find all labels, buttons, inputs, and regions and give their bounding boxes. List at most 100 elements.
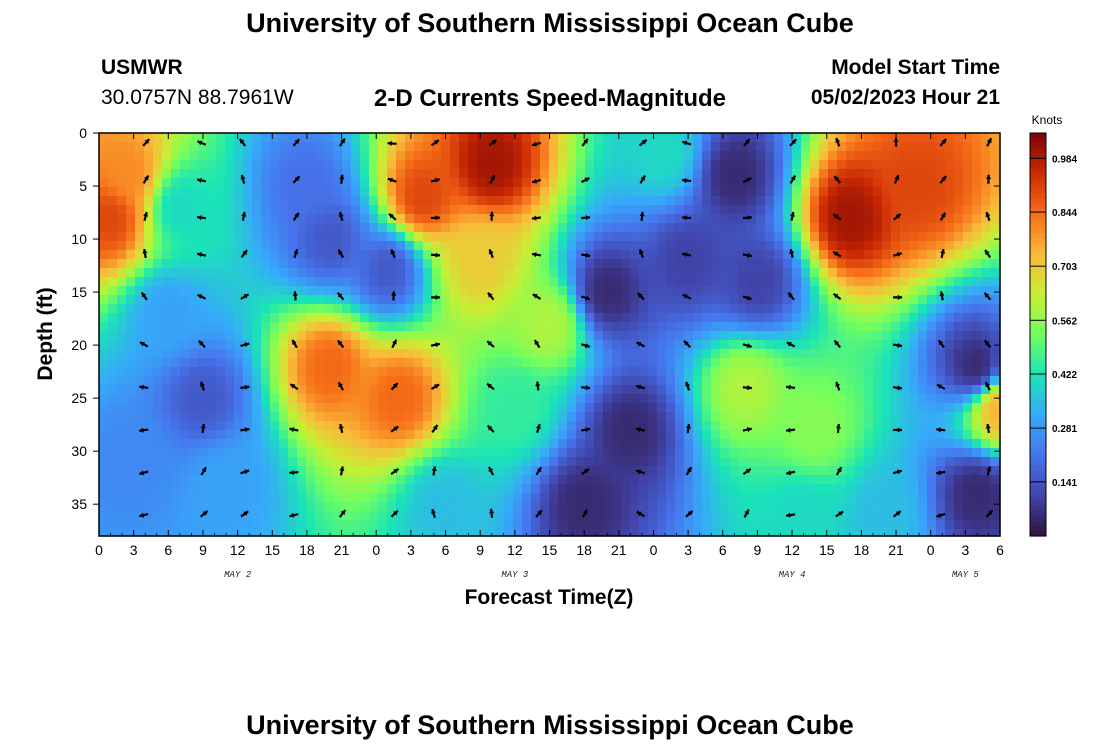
heatmap-cell bbox=[774, 151, 784, 161]
heatmap-cell bbox=[819, 493, 829, 503]
heatmap-cell bbox=[333, 304, 343, 314]
heatmap-cell bbox=[297, 232, 307, 242]
x-tick-label: 15 bbox=[819, 542, 835, 558]
heatmap-cell bbox=[540, 466, 550, 476]
heatmap-cell bbox=[864, 232, 874, 242]
heatmap-cell bbox=[828, 160, 838, 170]
heatmap-cell bbox=[621, 160, 631, 170]
heatmap-cell bbox=[549, 160, 559, 170]
heatmap-cell bbox=[459, 493, 469, 503]
heatmap-cell bbox=[297, 421, 307, 431]
heatmap-cell bbox=[864, 376, 874, 386]
heatmap-cell bbox=[513, 394, 523, 404]
heatmap-cell bbox=[261, 214, 271, 224]
heatmap-cell bbox=[792, 358, 802, 368]
heatmap-cell bbox=[918, 412, 928, 422]
heatmap-cell bbox=[981, 376, 991, 386]
heatmap-cell bbox=[270, 403, 280, 413]
heatmap-cell bbox=[288, 457, 298, 467]
heatmap-cell bbox=[747, 160, 757, 170]
heatmap-cell bbox=[135, 160, 145, 170]
heatmap-cell bbox=[252, 385, 262, 395]
heatmap-cell bbox=[288, 268, 298, 278]
heatmap-cell bbox=[144, 322, 154, 332]
heatmap-cell bbox=[162, 313, 172, 323]
heatmap-cell bbox=[549, 151, 559, 161]
heatmap-cell bbox=[639, 151, 649, 161]
heatmap-cell bbox=[945, 151, 955, 161]
heatmap-cell bbox=[567, 295, 577, 305]
current-arrow bbox=[580, 343, 591, 349]
heatmap-cell bbox=[783, 277, 793, 287]
heatmap-cell bbox=[486, 394, 496, 404]
heatmap-cell bbox=[369, 250, 379, 260]
heatmap-cell bbox=[729, 376, 739, 386]
heatmap-cell bbox=[468, 439, 478, 449]
heatmap-cell bbox=[279, 439, 289, 449]
heatmap-cell bbox=[144, 295, 154, 305]
current-arrow bbox=[240, 174, 246, 184]
heatmap-cell bbox=[792, 295, 802, 305]
heatmap-cell bbox=[630, 250, 640, 260]
heatmap-cell bbox=[846, 286, 856, 296]
heatmap-cell bbox=[99, 340, 109, 350]
heatmap-cell bbox=[702, 493, 712, 503]
heatmap-cell bbox=[126, 232, 136, 242]
heatmap-cell bbox=[171, 331, 181, 341]
colorbar-segment bbox=[1030, 379, 1046, 386]
heatmap-cell bbox=[315, 511, 325, 521]
heatmap-cell bbox=[711, 142, 721, 152]
heatmap-cell bbox=[162, 250, 172, 260]
heatmap-cell bbox=[171, 304, 181, 314]
heatmap-cell bbox=[648, 466, 658, 476]
heatmap-cell bbox=[288, 439, 298, 449]
heatmap-cell bbox=[981, 214, 991, 224]
heatmap-cell bbox=[621, 250, 631, 260]
heatmap-cell bbox=[414, 241, 424, 251]
heatmap-cell bbox=[693, 304, 703, 314]
heatmap-cell bbox=[810, 412, 820, 422]
heatmap-cell bbox=[981, 430, 991, 440]
heatmap-cell bbox=[963, 178, 973, 188]
heatmap-cell bbox=[396, 151, 406, 161]
heatmap-cell bbox=[270, 421, 280, 431]
heatmap-cell bbox=[198, 178, 208, 188]
heatmap-cell bbox=[837, 142, 847, 152]
heatmap-cell bbox=[351, 412, 361, 422]
heatmap-cell bbox=[270, 232, 280, 242]
heatmap-cell bbox=[558, 448, 568, 458]
heatmap-cell bbox=[441, 484, 451, 494]
heatmap-cell bbox=[207, 286, 217, 296]
heatmap-cell bbox=[909, 493, 919, 503]
heatmap-cell bbox=[738, 457, 748, 467]
heatmap-cell bbox=[846, 412, 856, 422]
heatmap-cell bbox=[819, 169, 829, 179]
heatmap-cell bbox=[666, 250, 676, 260]
heatmap-cell bbox=[378, 268, 388, 278]
heatmap-cell bbox=[792, 475, 802, 485]
heatmap-cell bbox=[216, 502, 226, 512]
heatmap-cell bbox=[144, 133, 154, 143]
heatmap-cell bbox=[117, 196, 127, 206]
heatmap-cell bbox=[621, 358, 631, 368]
heatmap-cell bbox=[711, 448, 721, 458]
heatmap-cell bbox=[972, 187, 982, 197]
heatmap-cell bbox=[333, 421, 343, 431]
current-arrow bbox=[240, 293, 250, 300]
heatmap-cell bbox=[720, 412, 730, 422]
heatmap-cell bbox=[684, 457, 694, 467]
heatmap-cell bbox=[378, 457, 388, 467]
heatmap-cell bbox=[603, 313, 613, 323]
heatmap-cell bbox=[162, 385, 172, 395]
heatmap-cell bbox=[207, 241, 217, 251]
current-arrow bbox=[197, 140, 207, 146]
heatmap-cell bbox=[261, 340, 271, 350]
heatmap-cell bbox=[846, 358, 856, 368]
heatmap-cell bbox=[207, 151, 217, 161]
heatmap-cell bbox=[558, 349, 568, 359]
heatmap-cell bbox=[351, 142, 361, 152]
heatmap-cell bbox=[774, 160, 784, 170]
heatmap-cell bbox=[729, 385, 739, 395]
heatmap-cell bbox=[513, 448, 523, 458]
heatmap-cell bbox=[117, 448, 127, 458]
